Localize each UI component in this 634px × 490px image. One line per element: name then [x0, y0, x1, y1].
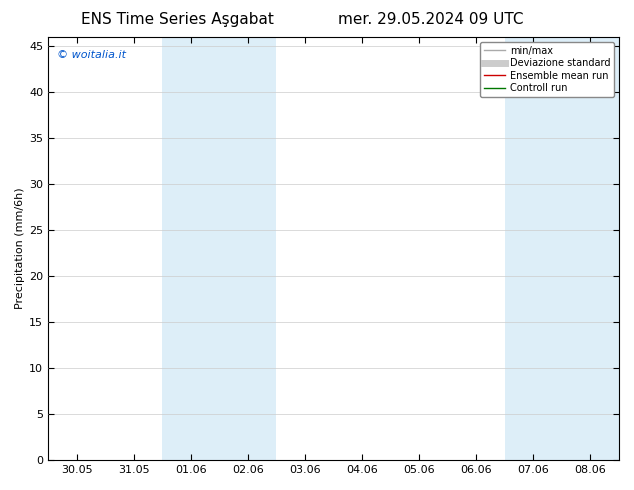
Bar	[562, 37, 619, 460]
Bar	[162, 37, 219, 460]
Text: mer. 29.05.2024 09 UTC: mer. 29.05.2024 09 UTC	[339, 12, 524, 27]
Bar	[219, 37, 276, 460]
Text: ENS Time Series Aşgabat: ENS Time Series Aşgabat	[81, 12, 274, 27]
Y-axis label: Precipitation (mm/6h): Precipitation (mm/6h)	[15, 188, 25, 309]
Bar	[505, 37, 562, 460]
Text: © woitalia.it: © woitalia.it	[56, 50, 126, 60]
Legend: min/max, Deviazione standard, Ensemble mean run, Controll run: min/max, Deviazione standard, Ensemble m…	[479, 42, 614, 97]
